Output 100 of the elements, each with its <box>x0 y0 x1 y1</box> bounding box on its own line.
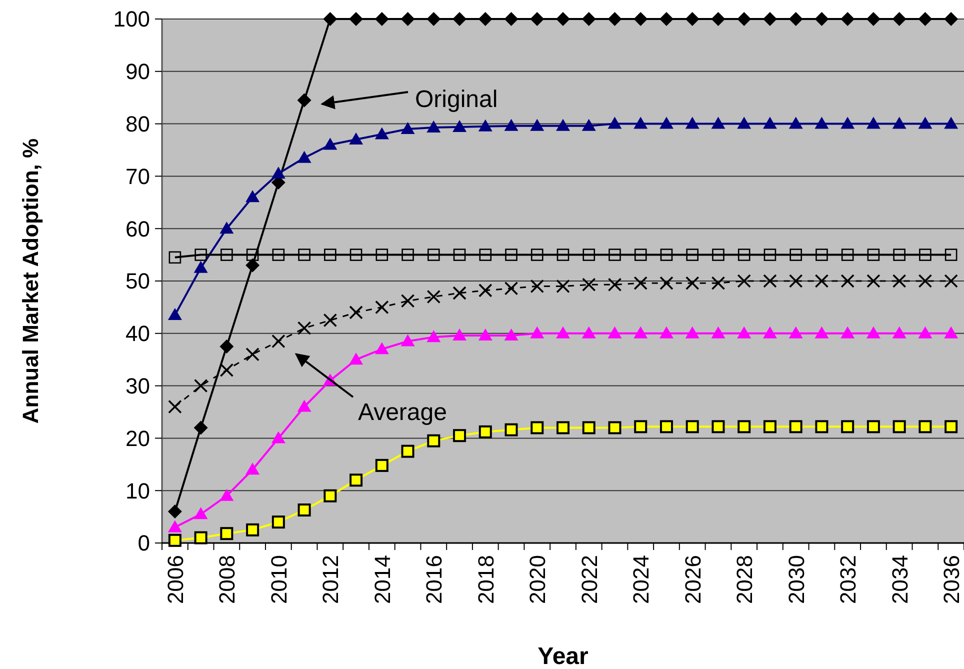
point <box>866 420 880 434</box>
x-tick-label: 2026 <box>680 555 706 604</box>
point <box>556 118 570 131</box>
point <box>556 326 570 338</box>
point <box>504 12 518 26</box>
point <box>350 248 362 261</box>
point <box>634 12 648 26</box>
y-tick-label: 10 <box>126 478 150 504</box>
y-tick-label: 40 <box>126 321 150 346</box>
point <box>582 12 596 26</box>
point <box>220 248 233 261</box>
point <box>323 313 338 328</box>
point <box>220 527 234 540</box>
point <box>350 474 363 487</box>
point <box>659 12 674 26</box>
point <box>892 116 906 129</box>
point <box>478 284 492 298</box>
point <box>944 248 958 261</box>
x-tick-label: 2034 <box>887 555 912 604</box>
point <box>582 421 596 434</box>
point <box>375 458 388 472</box>
point <box>556 421 570 434</box>
point <box>840 274 854 288</box>
point <box>220 363 234 377</box>
y-tick-label: 60 <box>126 216 150 242</box>
point <box>505 248 518 261</box>
point <box>737 116 752 129</box>
point <box>194 507 208 520</box>
point <box>711 276 726 290</box>
point <box>790 248 802 261</box>
annotation: Average <box>358 399 447 426</box>
y-axis-title: Annual Market Adoption, % <box>18 138 43 424</box>
x-tick-label: 2006 <box>162 555 188 604</box>
point <box>892 12 906 26</box>
point <box>711 326 726 338</box>
point <box>349 12 364 26</box>
point <box>918 116 932 129</box>
point <box>530 326 544 338</box>
point <box>374 342 389 354</box>
y-tick-label: 50 <box>126 268 150 294</box>
point <box>324 489 337 502</box>
point <box>608 12 622 26</box>
point <box>944 116 958 129</box>
point <box>944 274 958 288</box>
point <box>944 326 958 338</box>
point <box>814 12 829 26</box>
point <box>634 248 647 261</box>
y-tick-label: 0 <box>138 530 150 556</box>
y-tick-label: 30 <box>126 374 150 398</box>
point <box>840 12 855 26</box>
point <box>608 278 622 292</box>
point <box>840 116 855 129</box>
point <box>194 248 207 261</box>
point <box>763 420 776 434</box>
point <box>168 520 182 532</box>
point <box>530 421 544 434</box>
point <box>918 274 932 288</box>
x-tick-label: 2032 <box>836 555 861 604</box>
point <box>194 260 208 273</box>
point <box>479 248 492 261</box>
point <box>504 423 518 436</box>
point <box>659 326 674 338</box>
point <box>402 248 414 261</box>
x-tick-label: 2022 <box>576 555 602 604</box>
point <box>220 488 234 501</box>
point <box>400 334 415 346</box>
point <box>866 116 880 129</box>
point <box>298 503 311 516</box>
y-tick-label: 20 <box>126 426 150 451</box>
x-tick-label: 2008 <box>214 555 240 604</box>
point <box>893 248 906 261</box>
point <box>634 276 648 290</box>
point <box>788 326 803 338</box>
point <box>478 328 492 340</box>
point <box>919 248 932 261</box>
point <box>762 12 777 26</box>
point <box>685 326 700 338</box>
point <box>427 434 440 448</box>
point <box>271 431 286 444</box>
point <box>556 12 570 26</box>
point <box>426 120 441 132</box>
point <box>737 326 752 338</box>
point <box>400 122 415 134</box>
point <box>634 420 648 434</box>
point <box>738 248 750 261</box>
point <box>246 347 260 362</box>
point <box>660 248 673 261</box>
point <box>867 248 880 261</box>
point <box>400 12 415 26</box>
point <box>685 12 700 26</box>
point <box>452 286 466 300</box>
point <box>374 12 389 26</box>
point <box>504 118 518 131</box>
point <box>866 12 880 26</box>
point <box>400 294 415 308</box>
point <box>478 119 492 132</box>
point <box>374 127 389 140</box>
point <box>685 276 700 290</box>
x-axis-title: Year <box>538 643 588 669</box>
point <box>841 248 854 261</box>
